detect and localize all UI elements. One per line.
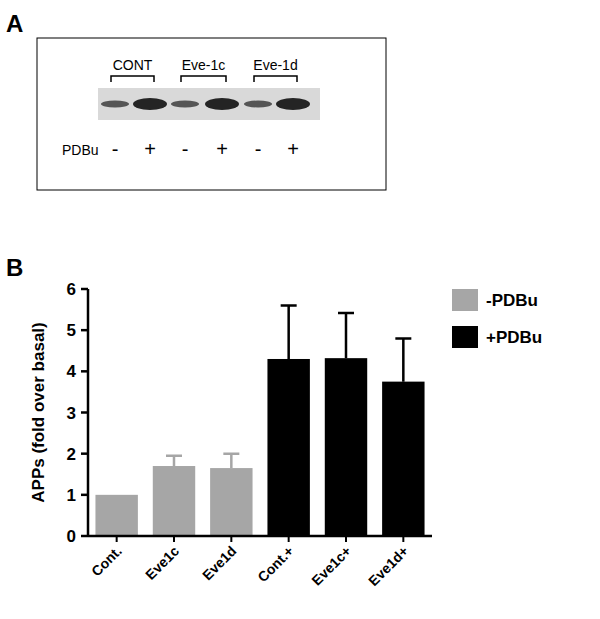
legend-label: -PDBu	[486, 291, 538, 310]
x-axis	[88, 535, 432, 538]
x-tick	[230, 536, 232, 542]
bar	[325, 358, 367, 536]
bar	[95, 495, 137, 536]
sign-label: +	[216, 138, 228, 160]
x-tick-label: Eve1c+	[308, 543, 354, 589]
bar	[153, 466, 195, 536]
y-tick	[81, 535, 88, 538]
sign-label: +	[287, 138, 299, 160]
bar	[210, 468, 252, 536]
x-tick	[288, 536, 290, 542]
figure: ACONTEve-1cEve-1d-+-+-+PDBuB0123456Cont.…	[0, 0, 600, 619]
error-bar	[166, 456, 182, 466]
y-tick-label: 0	[67, 527, 76, 546]
bracket	[111, 76, 154, 82]
x-tick	[173, 536, 175, 542]
legend-swatch	[452, 326, 478, 348]
y-tick-label: 3	[67, 404, 76, 423]
y-tick	[81, 411, 88, 414]
legend-label: +PDBu	[486, 328, 542, 347]
treatment-label: PDBu	[62, 142, 99, 158]
panel-label: A	[6, 10, 23, 37]
band	[101, 101, 129, 108]
plot-area	[95, 305, 424, 536]
x-tick	[345, 536, 347, 542]
band	[276, 98, 310, 110]
y-tick	[81, 329, 88, 332]
x-tick	[402, 536, 404, 542]
x-tick-label: Eve1d+	[365, 543, 411, 589]
y-tick-label: 4	[67, 362, 77, 381]
x-tick-label: Cont.+	[254, 543, 296, 585]
y-tick	[81, 452, 88, 455]
sign-label: -	[182, 138, 189, 160]
blot-background	[98, 88, 320, 120]
error-bar	[281, 305, 297, 359]
y-tick	[81, 370, 88, 373]
bar	[267, 359, 309, 536]
y-tick-label: 2	[67, 445, 76, 464]
x-tick-label: Cont.	[88, 543, 125, 580]
y-tick	[81, 288, 88, 291]
error-bar	[395, 338, 411, 381]
group-label: Eve-1d	[253, 57, 297, 73]
panel-frame	[37, 38, 386, 190]
panel-label: B	[6, 254, 23, 281]
group-label: CONT	[113, 57, 153, 73]
x-tick	[116, 536, 118, 542]
y-tick	[81, 494, 88, 497]
group-label: Eve-1c	[182, 57, 226, 73]
x-tick-label: Eve1d	[199, 543, 239, 583]
band	[244, 101, 272, 108]
bracket	[254, 76, 297, 82]
x-tick-label: Eve1c	[142, 543, 182, 583]
error-bar	[223, 454, 239, 468]
sign-label: -	[255, 138, 262, 160]
sign-label: -	[112, 138, 119, 160]
y-tick-label: 5	[67, 321, 76, 340]
band	[205, 98, 239, 110]
error-bar	[338, 313, 354, 358]
band	[133, 98, 167, 110]
y-tick-label: 1	[67, 486, 76, 505]
y-axis-label: APPs (fold over basal)	[29, 322, 48, 502]
y-tick-label: 6	[67, 280, 76, 299]
bracket	[181, 76, 226, 82]
legend-swatch	[452, 289, 478, 311]
bar	[382, 382, 424, 536]
sign-label: +	[144, 138, 156, 160]
band	[171, 101, 199, 108]
